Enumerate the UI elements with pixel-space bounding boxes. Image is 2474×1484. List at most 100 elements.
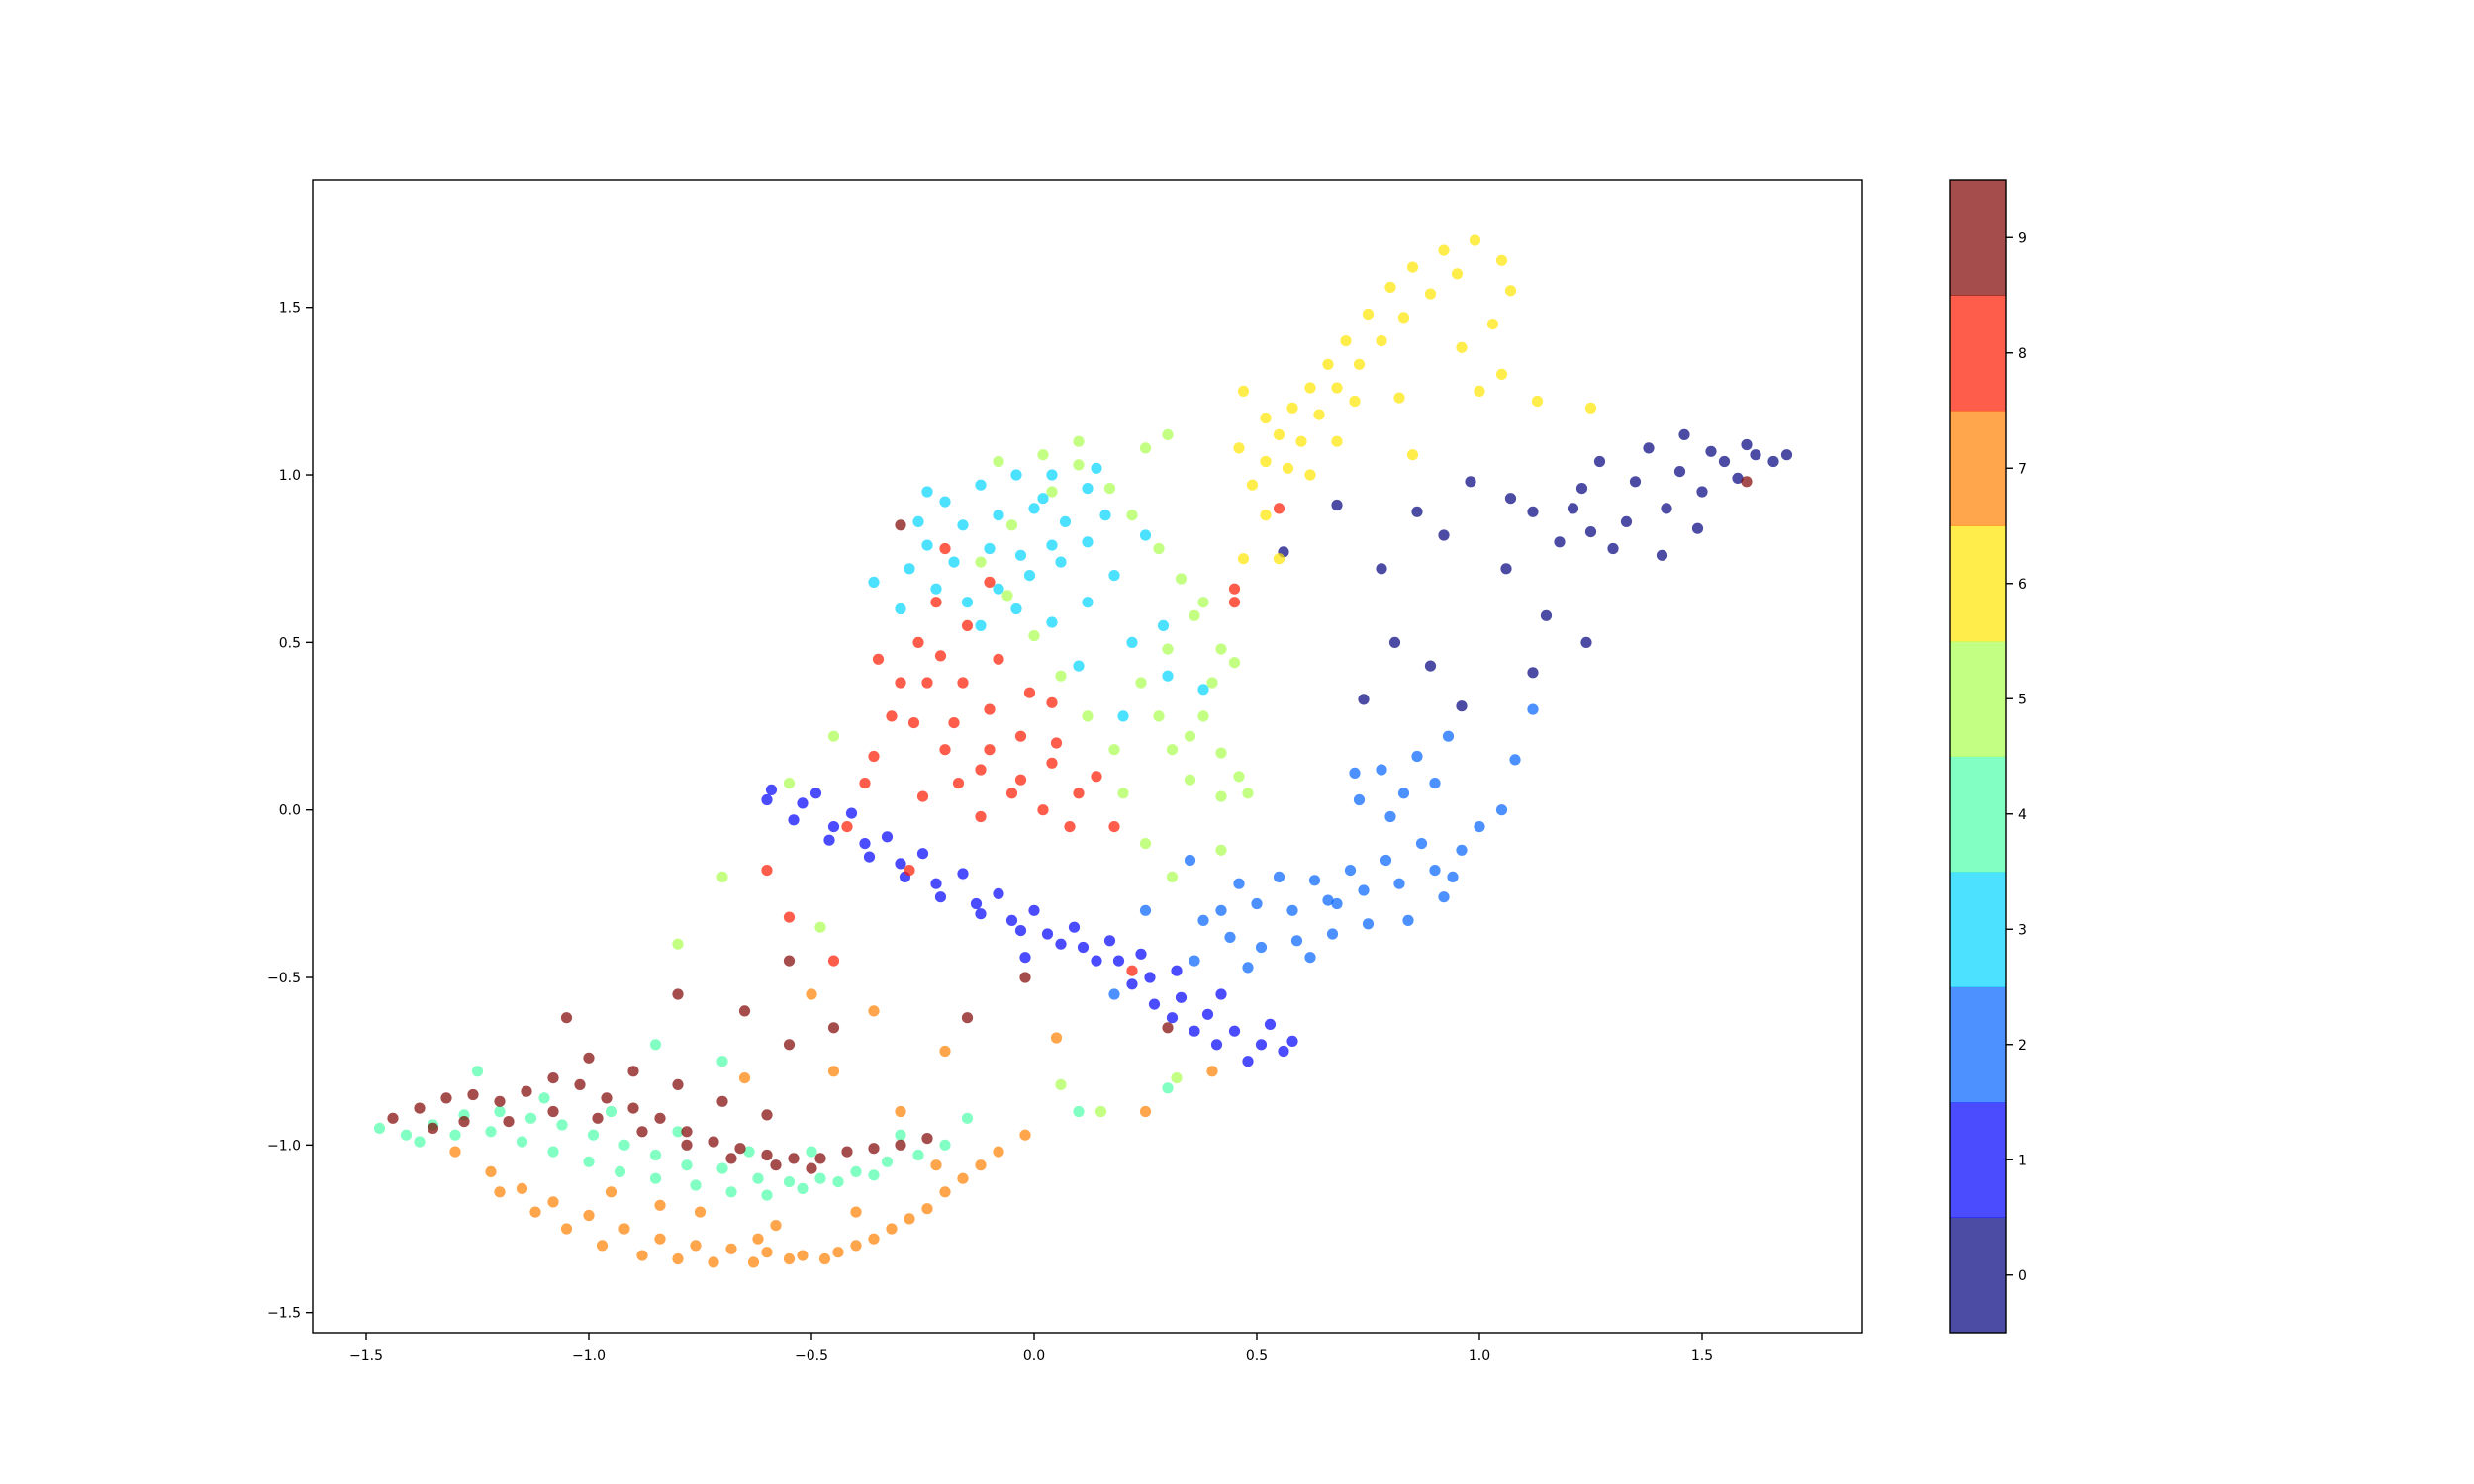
data-point [1509, 754, 1521, 766]
data-point [1554, 536, 1566, 548]
data-point [939, 1139, 951, 1151]
data-point [1082, 536, 1094, 548]
data-point [716, 1095, 728, 1107]
data-point [895, 1105, 906, 1118]
data-point [1273, 553, 1285, 565]
data-point [827, 821, 840, 833]
data-point [1331, 382, 1343, 394]
data-point [1082, 483, 1094, 495]
data-point [1397, 788, 1410, 799]
data-point [850, 1165, 862, 1177]
data-point [1331, 897, 1343, 910]
data-point [1349, 395, 1361, 408]
data-point [1233, 442, 1245, 454]
data-point [1584, 402, 1597, 414]
data-point [708, 1136, 719, 1148]
series-label-3 [868, 462, 1209, 722]
data-point [814, 1172, 826, 1184]
data-point [1304, 952, 1316, 964]
data-point [1189, 955, 1200, 967]
series-label-1 [761, 784, 1298, 1067]
data-point [1005, 788, 1018, 799]
data-point [1290, 935, 1303, 947]
data-point [907, 717, 920, 729]
data-point [1678, 428, 1690, 440]
data-point [1046, 469, 1058, 481]
data-point [868, 1005, 880, 1017]
data-point [1023, 687, 1036, 698]
data-point [904, 865, 915, 877]
data-point [636, 1126, 648, 1138]
data-point [827, 1022, 840, 1034]
data-point [1322, 894, 1334, 906]
data-point [1691, 522, 1704, 534]
data-point [1019, 1129, 1031, 1141]
data-point [886, 710, 898, 722]
colorbar-tick-label: 5 [2018, 692, 2027, 707]
data-point [690, 1240, 702, 1252]
data-point [1046, 539, 1058, 551]
data-point [1438, 529, 1450, 541]
data-point [939, 1045, 951, 1058]
data-point [1331, 499, 1343, 511]
data-point [1237, 385, 1250, 397]
data-point [1019, 952, 1031, 964]
data-point [1055, 670, 1067, 682]
data-point [952, 778, 965, 789]
data-point [797, 1182, 809, 1194]
data-point [1474, 821, 1485, 833]
data-point [850, 1206, 862, 1218]
data-point [961, 619, 974, 632]
data-point [1001, 590, 1013, 602]
data-point [1041, 928, 1054, 940]
data-point [1108, 988, 1120, 1000]
data-point [1073, 788, 1085, 799]
data-point [1308, 875, 1321, 886]
data-point [1037, 449, 1049, 461]
data-point [1500, 563, 1512, 575]
data-point [649, 1172, 662, 1184]
data-point [1014, 925, 1027, 937]
data-point [681, 1126, 693, 1138]
data-point [761, 793, 773, 806]
data-point [868, 1143, 880, 1155]
data-point [654, 1112, 666, 1124]
data-point [993, 1146, 1004, 1158]
data-point [806, 1162, 817, 1174]
data-point [1166, 871, 1179, 883]
data-point [1197, 710, 1209, 722]
data-point [601, 1092, 613, 1104]
data-point [1108, 570, 1120, 582]
data-point [1108, 821, 1120, 833]
data-point [1073, 459, 1085, 471]
data-point [1162, 428, 1174, 440]
data-point [957, 1172, 969, 1184]
data-point [916, 848, 929, 860]
data-point [1313, 409, 1325, 420]
data-point [783, 911, 796, 923]
data-point [1237, 553, 1250, 565]
data-point [1210, 1039, 1223, 1051]
data-point [1055, 1078, 1067, 1090]
data-point [1103, 935, 1116, 947]
data-point [1175, 991, 1188, 1003]
data-point [783, 955, 796, 967]
data-point [832, 1247, 844, 1258]
data-point [1402, 914, 1414, 927]
data-point [1184, 774, 1196, 786]
data-point [583, 1156, 595, 1167]
data-point [868, 1233, 880, 1245]
data-point [761, 1189, 773, 1201]
data-point [1068, 921, 1081, 933]
data-point [387, 1112, 399, 1124]
data-point [1139, 529, 1152, 541]
data-point [809, 788, 822, 799]
data-point [734, 1143, 746, 1155]
data-point [1393, 392, 1405, 404]
x-tick-label: 1.0 [1469, 1348, 1490, 1364]
data-point [1380, 854, 1392, 867]
data-point [1148, 998, 1161, 1010]
data-point [975, 810, 987, 823]
data-point [1273, 871, 1285, 883]
data-point [654, 1233, 666, 1245]
